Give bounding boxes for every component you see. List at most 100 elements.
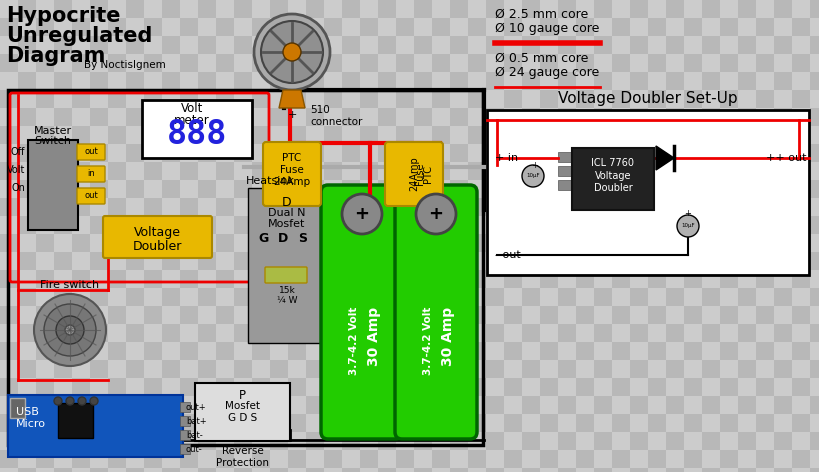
Bar [701, 108, 719, 126]
Bar [251, 162, 269, 180]
Bar [683, 270, 701, 288]
Bar [0, 270, 18, 288]
Text: Mosfet: Mosfet [224, 401, 260, 411]
Bar [0, 126, 18, 144]
Bar [504, 306, 522, 324]
Bar [269, 180, 287, 198]
Bar [251, 198, 269, 216]
Bar [611, 270, 629, 288]
Bar [611, 414, 629, 432]
Bar [755, 270, 773, 288]
Bar [647, 126, 665, 144]
Bar [665, 144, 683, 162]
Bar [342, 252, 360, 270]
Bar [432, 162, 450, 180]
Text: Doubler: Doubler [593, 183, 631, 193]
Bar [342, 288, 360, 306]
Bar [324, 54, 342, 72]
Bar [522, 252, 540, 270]
Bar [809, 324, 819, 342]
Bar [215, 234, 233, 252]
Bar [396, 450, 414, 468]
Bar [36, 126, 54, 144]
Bar [197, 144, 215, 162]
Bar [557, 152, 572, 162]
Bar [251, 342, 269, 360]
Bar [575, 342, 593, 360]
Bar [0, 198, 18, 216]
Bar [18, 468, 36, 472]
Bar [90, 36, 108, 54]
Bar [287, 18, 305, 36]
Bar [432, 90, 450, 108]
Bar [629, 144, 647, 162]
Bar [126, 288, 144, 306]
Bar [468, 378, 486, 396]
Bar [414, 144, 432, 162]
Bar [450, 0, 468, 18]
Bar [287, 198, 305, 216]
Text: 15k: 15k [278, 286, 295, 295]
Bar [557, 216, 575, 234]
Bar [233, 144, 251, 162]
Bar [180, 18, 197, 36]
Bar [575, 126, 593, 144]
Bar [18, 108, 36, 126]
Bar [791, 126, 809, 144]
Bar [305, 360, 324, 378]
Bar [665, 108, 683, 126]
Text: 10μF: 10μF [681, 224, 694, 228]
Bar [269, 108, 287, 126]
Bar [324, 90, 342, 108]
Text: bat+: bat+ [186, 417, 206, 426]
Bar [233, 216, 251, 234]
Bar [575, 270, 593, 288]
FancyBboxPatch shape [385, 142, 442, 206]
Bar [522, 288, 540, 306]
Bar [360, 342, 378, 360]
Bar [233, 108, 251, 126]
Bar [432, 414, 450, 432]
Bar [342, 0, 360, 18]
Bar [378, 288, 396, 306]
FancyBboxPatch shape [77, 188, 105, 204]
Bar [324, 198, 342, 216]
Bar [324, 342, 342, 360]
Bar [701, 36, 719, 54]
Bar [162, 0, 180, 18]
Bar [269, 72, 287, 90]
Bar [629, 216, 647, 234]
Bar [522, 72, 540, 90]
Bar [504, 342, 522, 360]
Bar [737, 72, 755, 90]
Bar [0, 162, 18, 180]
Bar [557, 36, 575, 54]
Bar [126, 252, 144, 270]
Bar [162, 468, 180, 472]
Bar [18, 324, 36, 342]
Bar [126, 144, 144, 162]
Bar [197, 396, 215, 414]
Bar [90, 288, 108, 306]
Text: P: P [238, 389, 246, 402]
Bar [647, 198, 665, 216]
Bar [665, 288, 683, 306]
Bar [522, 144, 540, 162]
Bar [324, 450, 342, 468]
Bar [809, 144, 819, 162]
Bar [233, 288, 251, 306]
Bar [197, 252, 215, 270]
Bar [540, 342, 557, 360]
Bar [342, 216, 360, 234]
Bar [593, 396, 611, 414]
Bar [468, 126, 486, 144]
Bar [36, 162, 54, 180]
Bar [791, 450, 809, 468]
Bar [683, 234, 701, 252]
Bar [342, 468, 360, 472]
Bar [791, 18, 809, 36]
Bar [486, 216, 504, 234]
Bar [108, 306, 126, 324]
Bar [647, 378, 665, 396]
Bar [701, 0, 719, 18]
